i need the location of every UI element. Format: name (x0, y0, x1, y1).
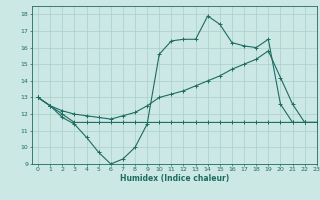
X-axis label: Humidex (Indice chaleur): Humidex (Indice chaleur) (120, 174, 229, 183)
